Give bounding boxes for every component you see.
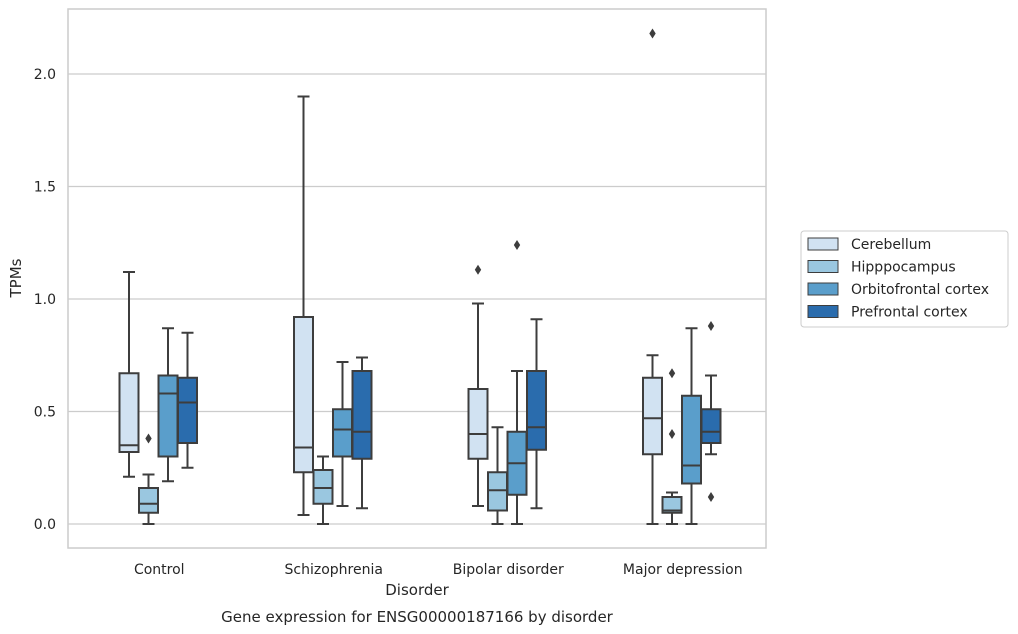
box-group [138, 433, 159, 525]
box-group [177, 331, 198, 469]
legend: Cerebellum Hipppocampus Orbitofrontal cort… [800, 230, 1009, 328]
legend-label: Prefrontal cortex [851, 305, 968, 321]
box-group [332, 361, 353, 507]
y-axis-label: TPMs [7, 258, 25, 298]
plot-area [67, 8, 767, 549]
y-tick-label: 1.5 [34, 180, 56, 196]
box [177, 376, 198, 444]
box [661, 496, 683, 514]
legend-frame [800, 230, 1009, 328]
box-group [700, 321, 722, 502]
box [700, 408, 722, 444]
box [526, 370, 547, 451]
x-tick-label: Schizophrenia [285, 562, 383, 578]
box-group [661, 368, 683, 525]
x-tick-label: Major depression [623, 562, 743, 578]
outlier-point [707, 492, 715, 502]
chart-caption: Gene expression for ENSG00000187166 by d… [221, 608, 614, 626]
outlier-point [668, 429, 676, 439]
box-group [506, 240, 528, 525]
box [487, 471, 508, 512]
box-group [681, 327, 702, 525]
legend-swatch [807, 260, 839, 273]
outlier-point [145, 433, 152, 444]
box-group [487, 426, 508, 525]
box [681, 394, 702, 485]
box [642, 376, 663, 456]
box-group [293, 95, 314, 516]
box [351, 370, 373, 460]
legend-swatch [807, 305, 839, 318]
box-group [642, 28, 663, 525]
x-tick-label: Bipolar disorder [453, 562, 564, 578]
legend-items: Cerebellum Hipppocampus Orbitofrontal cort… [807, 237, 989, 321]
box-group [351, 356, 373, 510]
box-group [118, 271, 140, 478]
outlier-point [474, 264, 482, 275]
box [293, 316, 314, 474]
boxplots [118, 28, 722, 525]
box-group [312, 455, 334, 525]
box [312, 469, 334, 505]
x-axis-ticks: Control Schizophrenia Bipolar disorder Majo… [134, 562, 743, 578]
legend-swatch [807, 237, 839, 251]
y-tick-label: 0.5 [34, 405, 56, 421]
y-tick-label: 2.0 [34, 67, 56, 83]
box [157, 374, 179, 458]
box-group [157, 327, 179, 483]
y-tick-label: 1.0 [34, 292, 56, 308]
legend-label: Hipppocampus [851, 260, 956, 276]
box [332, 408, 353, 458]
legend-label: Orbitofrontal cortex [851, 282, 989, 298]
legend-label: Cerebellum [851, 237, 931, 253]
y-tick-label: 0.0 [34, 517, 56, 533]
y-axis-ticks: 0.0 0.5 1.0 1.5 2.0 [34, 67, 56, 533]
box-group [467, 264, 489, 507]
legend-swatch [807, 282, 839, 296]
outlier-point [649, 28, 656, 39]
box [118, 372, 140, 453]
box [467, 388, 489, 460]
outlier-point [513, 240, 521, 250]
outlier-point [707, 321, 715, 331]
outlier-point [668, 368, 676, 379]
box [138, 487, 159, 514]
x-tick-label: Control [134, 562, 185, 578]
x-axis-label: Disorder [385, 581, 449, 599]
box-group [526, 318, 547, 510]
